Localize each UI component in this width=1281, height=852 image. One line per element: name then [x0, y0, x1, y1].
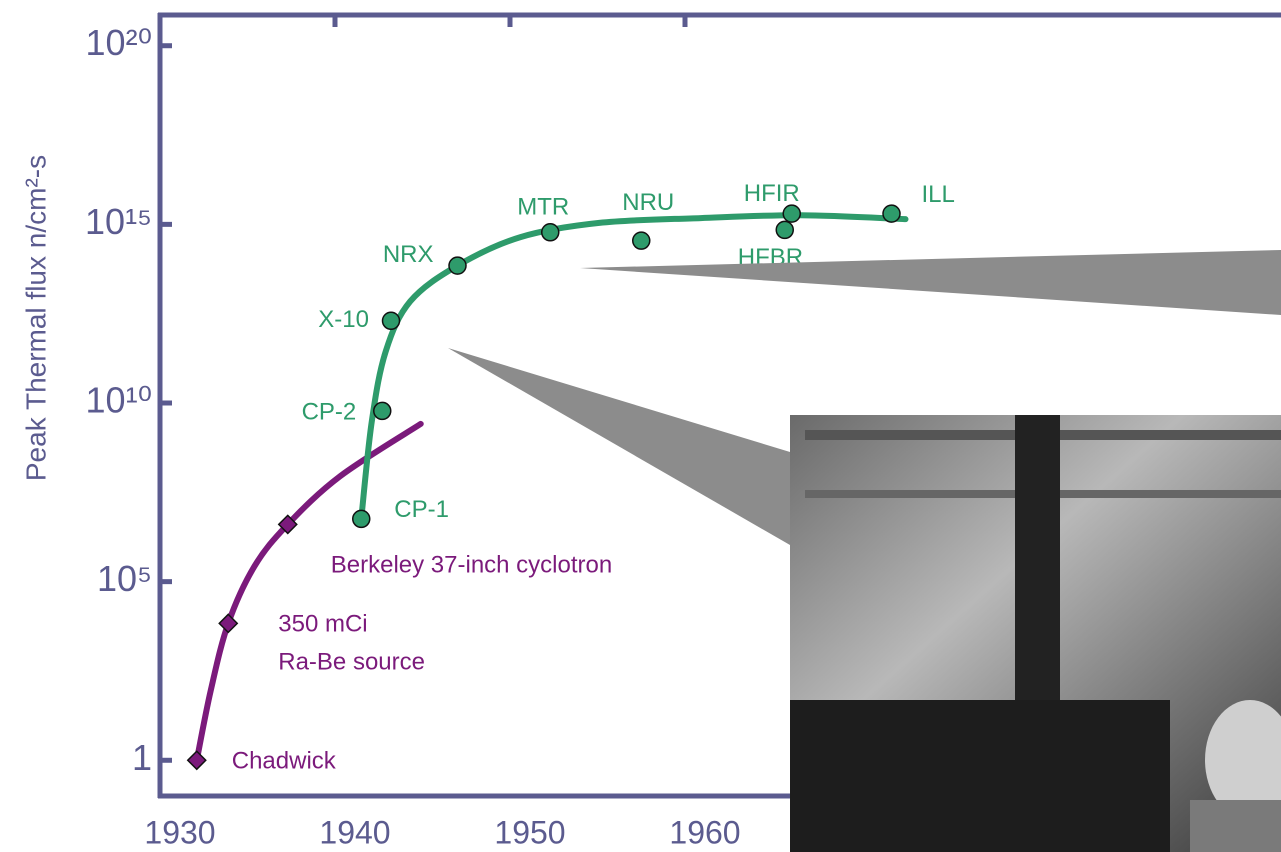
y-tick-label: 10¹⁰ [86, 380, 152, 421]
point [353, 510, 370, 527]
x-tick-label: 1960 [669, 814, 740, 850]
y-tick-label: 10¹⁵ [85, 201, 152, 242]
zoom-wedge [580, 250, 1281, 315]
point-label: CP-1 [394, 496, 449, 523]
point-label: ILL [922, 181, 955, 208]
point [383, 312, 400, 329]
y-tick-label: 10²⁰ [86, 22, 152, 63]
x-tick-label: 1940 [319, 814, 390, 850]
point-label: HFIR [744, 180, 800, 207]
point [219, 614, 237, 632]
point [542, 224, 559, 241]
y-tick-label: 1 [132, 737, 152, 778]
point [783, 205, 800, 222]
point-label: Berkeley 37-inch cyclotron [331, 552, 612, 579]
point-label: Chadwick [232, 748, 337, 775]
point-label: NRX [383, 241, 434, 268]
y-axis-title: Peak Thermal flux n/cm²-s [20, 155, 51, 481]
photo [790, 415, 1281, 852]
point-label: 350 mCi [278, 611, 367, 638]
point [633, 232, 650, 249]
point-label: X-10 [318, 306, 369, 333]
point [374, 402, 391, 419]
point-label: Ra-Be source [278, 649, 425, 676]
zoom-wedge [448, 348, 790, 545]
x-tick-label: 1950 [494, 814, 565, 850]
point-label: MTR [517, 194, 569, 221]
x-tick-label: 1930 [144, 814, 215, 850]
point [449, 257, 466, 274]
y-tick-label: 10⁵ [97, 558, 152, 599]
page: 1 10⁵ 10¹⁰ 10¹⁵ 10²⁰ 1930 1940 1950 1960 Chadwick… [0, 0, 1281, 852]
point [883, 205, 900, 222]
point-label: NRU [622, 189, 674, 216]
trend-line [197, 424, 421, 760]
point [188, 751, 206, 769]
point [776, 221, 793, 238]
point-label: CP-2 [302, 398, 357, 425]
chart: 1 10⁵ 10¹⁰ 10¹⁵ 10²⁰ 1930 1940 1950 1960 Chadwick… [0, 0, 1281, 852]
